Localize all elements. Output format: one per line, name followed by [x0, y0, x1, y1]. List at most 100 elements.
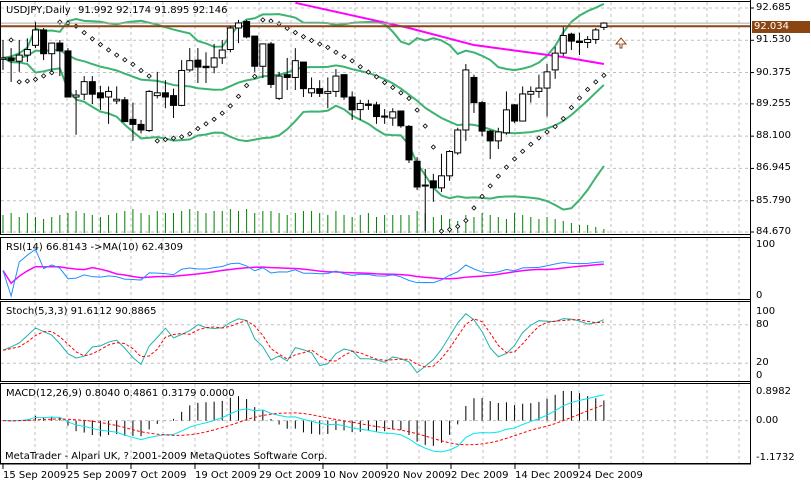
- parabolic-sar-dot: [365, 69, 372, 75]
- parabolic-sar-dot: [122, 57, 128, 63]
- candle-body: [153, 92, 161, 97]
- stoch-main-line: [2, 313, 605, 374]
- candle-body: [429, 180, 437, 189]
- parabolic-sar-dot: [511, 156, 518, 162]
- candle-body: [129, 118, 137, 125]
- y-tick-label: 90.375: [756, 66, 791, 78]
- x-tick-label: 10 Nov 2009: [323, 470, 388, 481]
- parabolic-sar-dot: [284, 25, 290, 31]
- parabolic-sar-dot: [170, 135, 177, 141]
- up-arrow-icon: [614, 37, 628, 49]
- parabolic-sar-dot: [357, 64, 363, 70]
- parabolic-sar-dot: [390, 84, 396, 91]
- candle-body: [437, 175, 445, 189]
- copyright-text: MetaTrader - Alpari UK, ? 2001-2009 Meta…: [5, 451, 328, 462]
- parabolic-sar-dot: [316, 41, 323, 47]
- parabolic-sar-dot: [406, 95, 412, 102]
- candle-body: [186, 60, 194, 71]
- parabolic-sar-dot: [252, 73, 258, 80]
- x-tick-label: 25 Sep 2009: [67, 470, 131, 481]
- parabolic-sar-dot: [154, 138, 160, 144]
- y-tick-label: 92.685: [756, 2, 791, 13]
- parabolic-sar-dot: [333, 49, 339, 55]
- candle-body: [551, 52, 559, 71]
- candle-body: [96, 92, 104, 99]
- parabolic-sar-dot: [219, 110, 225, 116]
- y-tick-label: 91.530: [756, 34, 791, 46]
- stoch-signal-line: [2, 318, 604, 368]
- candle-body: [413, 160, 421, 188]
- parabolic-sar-dot: [113, 52, 120, 58]
- x-tick-label: 29 Oct 2009: [259, 470, 321, 481]
- parabolic-sar-dot: [268, 18, 274, 24]
- stoch-label: Stoch(5,3,3) 91.6112 90.8865: [6, 306, 157, 317]
- candle-body: [251, 35, 259, 67]
- x-tick-label: 14 Dec 2009: [515, 470, 579, 481]
- candle-body: [543, 71, 551, 89]
- parabolic-sar-dot: [601, 72, 607, 79]
- y-tick-label: 86.945: [756, 162, 791, 174]
- rsi-tick-label: 100: [756, 239, 776, 250]
- candle-body: [600, 22, 608, 28]
- candle-body: [80, 81, 88, 95]
- parabolic-sar-dot: [235, 93, 242, 100]
- parabolic-sar-dot: [398, 90, 404, 96]
- parabolic-sar-dot: [130, 61, 136, 68]
- parabolic-sar-dot: [471, 205, 477, 211]
- parabolic-sar-dot: [519, 148, 526, 155]
- candle-body: [462, 69, 470, 131]
- candle-body: [121, 99, 129, 123]
- y-tick-label: 85.790: [756, 194, 791, 206]
- parabolic-sar-dot: [325, 44, 331, 51]
- candle-body: [527, 90, 535, 95]
- candle-body: [584, 38, 592, 44]
- stoch-tick-label: 0: [756, 370, 763, 381]
- parabolic-sar-dot: [308, 37, 315, 44]
- candle-body: [48, 42, 56, 55]
- stoch-tick-label: 80: [756, 318, 769, 330]
- parabolic-sar-dot: [487, 183, 493, 189]
- rsi-ma-line: [2, 263, 604, 285]
- candle-body: [161, 92, 169, 98]
- parabolic-sar-dot: [49, 70, 55, 76]
- candle-body: [40, 29, 48, 55]
- parabolic-sar-dot: [593, 79, 599, 85]
- parabolic-sar-dot: [89, 36, 96, 42]
- parabolic-sar-dot: [495, 173, 502, 179]
- y-tick-label: 84.670: [756, 226, 791, 237]
- parabolic-sar-dot: [81, 29, 87, 36]
- symbol-title: USDJPY,Daily: [6, 5, 71, 16]
- y-tick-label: 88.100: [756, 130, 791, 142]
- macd-main-line: [2, 394, 604, 453]
- candle-body: [486, 130, 494, 142]
- candle-body: [56, 42, 64, 52]
- candle-body: [316, 88, 324, 94]
- parabolic-sar-dot: [16, 79, 22, 85]
- parabolic-sar-dot: [57, 19, 63, 25]
- candle-body: [397, 110, 405, 127]
- rsi-line: [2, 248, 604, 298]
- candle-body: [0, 57, 7, 60]
- candle-body: [299, 61, 307, 90]
- candle-body: [389, 111, 397, 119]
- rsi-label: RSI(14) 66.8143 ->MA(10) 62.4309: [6, 242, 183, 253]
- macd-tick-label: 0.00: [756, 414, 779, 426]
- candle-body: [567, 33, 575, 42]
- parabolic-sar-dot: [8, 37, 14, 43]
- parabolic-sar-dot: [584, 86, 591, 93]
- parabolic-sar-dot: [40, 73, 47, 79]
- parabolic-sar-dot: [300, 33, 307, 40]
- stoch-tick-label: 20: [756, 357, 769, 369]
- parabolic-sar-dot: [203, 121, 209, 127]
- candle-body: [226, 27, 234, 51]
- parabolic-sar-dot: [243, 82, 250, 89]
- candle-body: [373, 104, 381, 118]
- current-price-label: 92.034: [752, 21, 810, 33]
- parabolic-sar-dot: [187, 131, 193, 137]
- candle-body: [170, 95, 178, 106]
- candle-body: [137, 123, 145, 131]
- x-tick-label: 2 Dec 2009: [451, 470, 509, 481]
- parabolic-sar-dot: [381, 79, 388, 86]
- panel-frame: [0, 1, 751, 235]
